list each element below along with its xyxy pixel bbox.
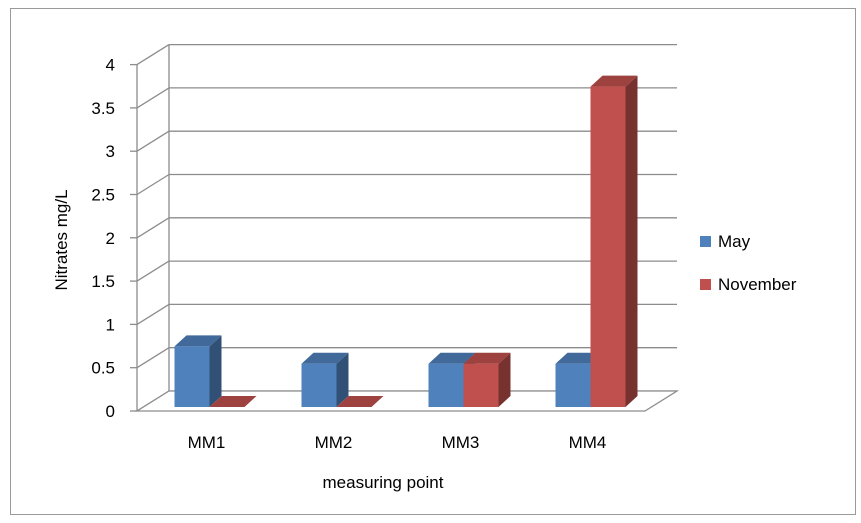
bar-top (463, 352, 511, 364)
y-tick-labels: 0 0.5 1 1.5 2 2.5 3 3.5 4 (91, 56, 115, 421)
legend-label-november: November (718, 275, 797, 294)
bars (174, 75, 638, 407)
x-tick-labels: MM1 MM2 MM3 MM4 (188, 433, 607, 452)
legend: May November (700, 232, 797, 294)
y-tick-label: 3 (106, 142, 115, 161)
x-tick-label: MM4 (569, 433, 607, 452)
y-tick-label: 4 (106, 56, 115, 75)
gridline-side (136, 260, 170, 282)
bar-side (498, 352, 511, 407)
gridline-side (136, 217, 170, 239)
y-tick-label: 1.5 (91, 272, 115, 291)
y-tick-label: 1 (106, 315, 115, 334)
y-tick-label: 3.5 (91, 99, 115, 118)
bar-front (555, 363, 591, 407)
bar-november-mm2 (336, 396, 384, 407)
bar-top (428, 352, 476, 364)
gridline-side (136, 173, 170, 196)
bar-top (336, 396, 384, 407)
bar-front (174, 346, 210, 407)
bar-front (301, 363, 337, 407)
bar-top (174, 335, 222, 347)
bar-may-mm1 (174, 335, 222, 407)
gridline-side (136, 130, 170, 152)
bar-front (590, 86, 626, 407)
gridline-side (136, 347, 170, 369)
bar-side (209, 335, 222, 407)
bar-front (428, 363, 464, 407)
floor (134, 390, 680, 412)
gridline-side (136, 303, 170, 325)
x-tick-label: MM3 (442, 433, 480, 452)
bar-top (590, 75, 638, 87)
x-axis-title: measuring point (323, 473, 444, 492)
x-tick-label: MM1 (188, 433, 226, 452)
bar-side (625, 75, 638, 407)
legend-swatch-november (700, 279, 711, 290)
y-tick-label: 2 (106, 229, 115, 248)
bar-november-mm3 (463, 352, 511, 407)
bar-side (336, 352, 349, 407)
bar-top (209, 396, 257, 407)
bar-may-mm2 (301, 352, 349, 407)
bar-november-mm4 (590, 75, 638, 407)
legend-label-may: May (718, 232, 751, 251)
x-tick-label: MM2 (315, 433, 353, 452)
bar-front (463, 363, 499, 407)
legend-swatch-may (700, 236, 711, 247)
y-tick-label: 0.5 (91, 359, 115, 378)
y-axis-title: Nitrates mg/L (52, 189, 71, 290)
y-tick-label: 2.5 (91, 186, 115, 205)
gridline-side (136, 44, 170, 66)
bar-top (301, 352, 349, 364)
y-tick-label: 0 (106, 402, 115, 421)
bar-november-mm1 (209, 396, 257, 407)
gridline-side (136, 87, 170, 109)
